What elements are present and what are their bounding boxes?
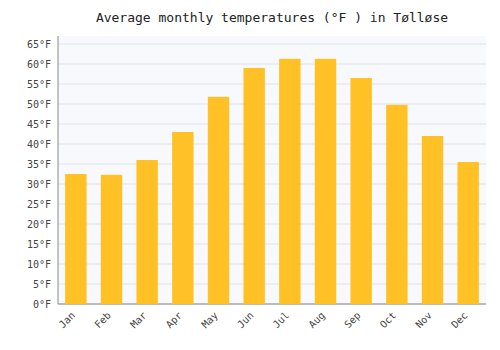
grid-line (58, 124, 486, 125)
bar (208, 97, 229, 304)
x-tick-label: Apr (164, 310, 185, 331)
x-tick-label: Oct (378, 310, 399, 331)
y-tick-label: 0°F (33, 299, 51, 310)
x-tick-label: Aug (306, 310, 327, 331)
x-tick-label: Jul (271, 310, 292, 331)
x-tick-labels: Jan Feb Mar Apr May Jun Jul Aug Sep Oct Nov Dec (57, 310, 470, 331)
y-tick-label: 50°F (27, 99, 51, 110)
bar (65, 174, 86, 304)
y-tick-labels: 0°F 5°F 10°F 15°F 20°F 25°F 30°F 35°F 40°F 45°F 50… (27, 39, 51, 310)
x-tick-label: Dec (449, 310, 470, 331)
y-tick-label: 40°F (27, 139, 51, 150)
x-tick-label: Jun (235, 310, 256, 331)
bar (136, 160, 157, 304)
bar (279, 59, 300, 304)
bars (65, 59, 479, 304)
y-tick-label: 35°F (27, 159, 51, 170)
background (0, 0, 500, 350)
y-tick-label: 15°F (27, 239, 51, 250)
bar (172, 132, 193, 304)
x-tick-label: Nov (413, 310, 434, 331)
y-tick-label: 60°F (27, 59, 51, 70)
y-tick-label: 10°F (27, 259, 51, 270)
y-tick-label: 20°F (27, 219, 51, 230)
y-tick-label: 25°F (27, 199, 51, 210)
grid-line (58, 44, 486, 45)
bar (386, 105, 407, 304)
y-tick-label: 45°F (27, 119, 51, 130)
bar (101, 175, 122, 304)
x-tick-label: Feb (92, 310, 113, 331)
x-tick-label: Jan (57, 310, 78, 331)
y-tick-label: 65°F (27, 39, 51, 50)
bar (422, 136, 443, 304)
y-axis-line (58, 36, 59, 304)
grid-line (58, 64, 486, 65)
x-tick-label: Sep (342, 310, 363, 331)
x-tick-label: Mar (128, 310, 149, 331)
y-tick-label: 30°F (27, 179, 51, 190)
y-tick-label: 5°F (33, 279, 51, 290)
bar (243, 68, 264, 304)
chart: Average monthly temperatures (°F ) in Tø… (0, 0, 500, 350)
y-tick-label: 55°F (27, 79, 51, 90)
title: Average monthly temperatures (°F ) in Tø… (96, 10, 448, 25)
plot-area (58, 36, 486, 304)
bar (350, 78, 371, 304)
bar (315, 59, 336, 304)
x-tick-label: May (199, 310, 220, 331)
bar (457, 162, 478, 304)
grid-line (58, 84, 486, 85)
grid-line (58, 104, 486, 105)
y-grid (58, 44, 486, 304)
page: {"chart_data": {"type": "bar", "title": … (0, 0, 500, 350)
